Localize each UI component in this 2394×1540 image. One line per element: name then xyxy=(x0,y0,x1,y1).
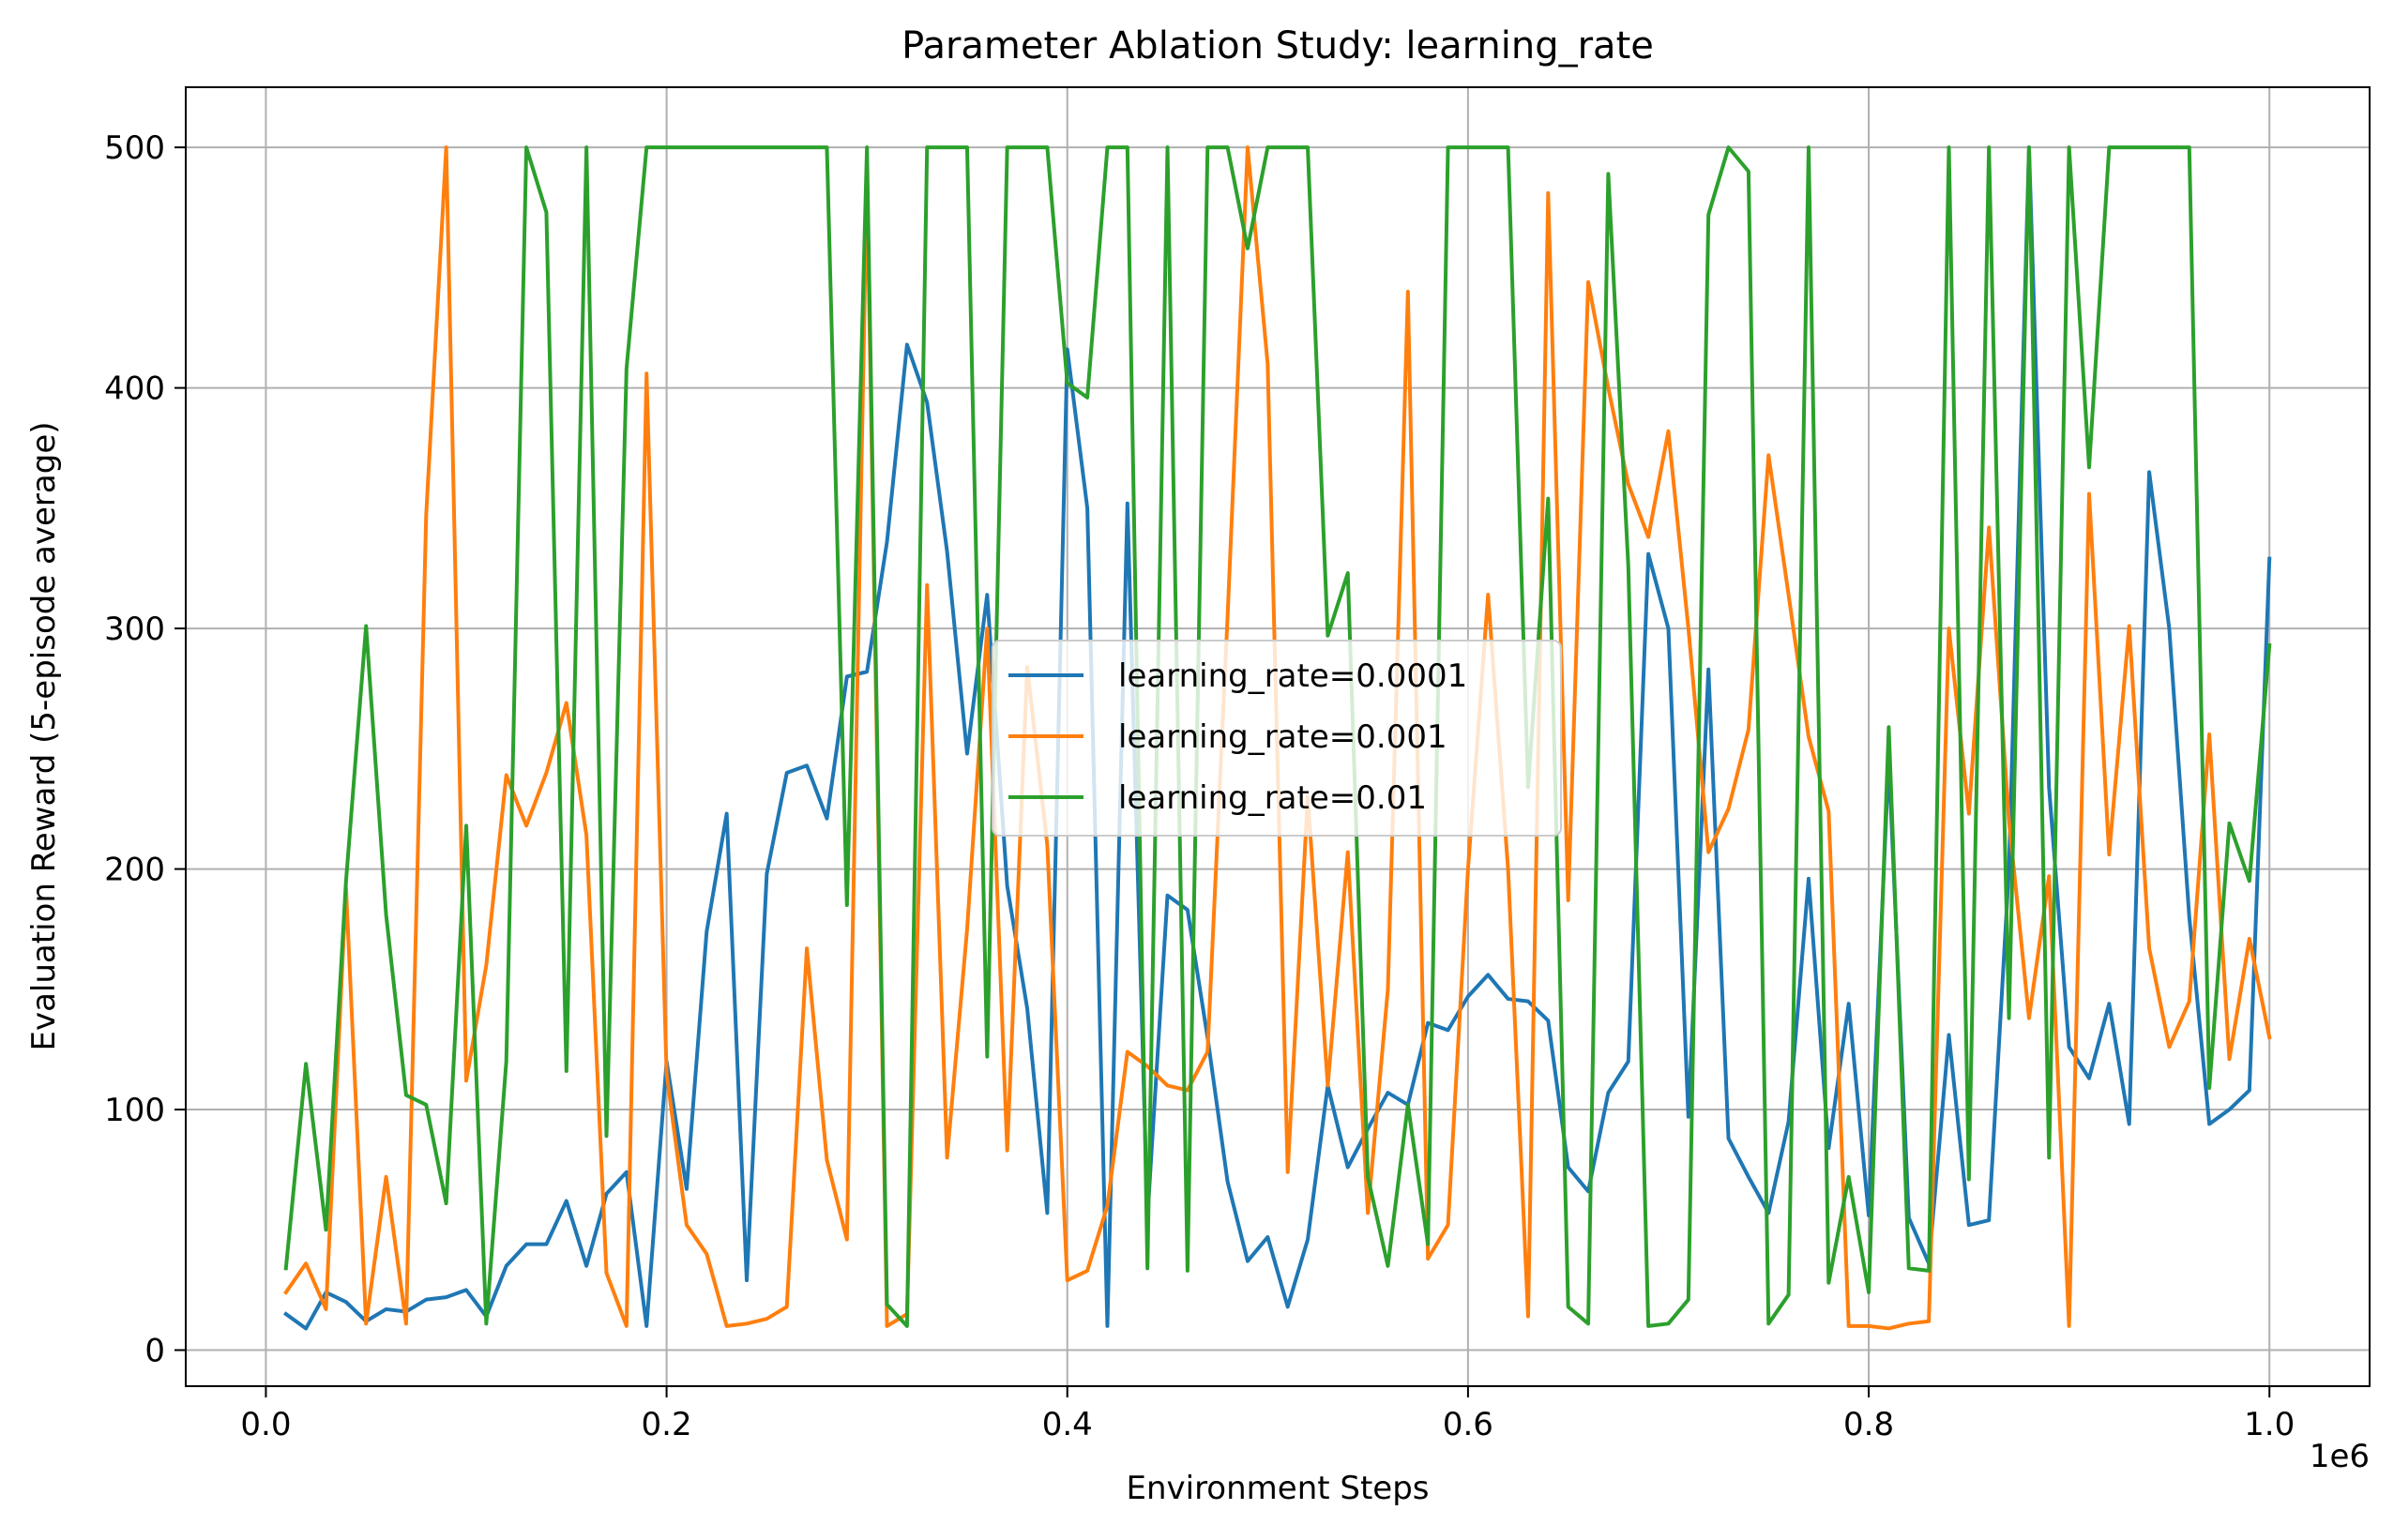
x-tick-label: 0.6 xyxy=(1443,1406,1493,1443)
x-tick-label: 0.4 xyxy=(1042,1406,1093,1443)
series-line xyxy=(282,145,2272,1331)
y-tick-label: 100 xyxy=(104,1092,165,1129)
axis-ticks: 0.0 0.2 0.4 0.6 0.8 1.0 0 100 200 300 400 500 xyxy=(104,129,2295,1443)
legend: learning_rate=0.0001 learning_rate=0.001l… xyxy=(992,640,1562,837)
legend-entry-label: learning_rate=0.0001 xyxy=(1118,657,1467,695)
legend-entry-label: learning_rate=0.001 xyxy=(1118,718,1447,756)
y-tick-label: 0 xyxy=(144,1333,165,1370)
y-tick-label: 200 xyxy=(104,852,165,889)
plot-frame xyxy=(185,86,2371,1387)
x-tick-label: 1.0 xyxy=(2244,1406,2295,1443)
legend-entry-label: learning_rate=0.01 xyxy=(1118,779,1427,817)
x-axis-offset-label: 1e6 xyxy=(2310,1438,2370,1475)
x-tick-label: 0.8 xyxy=(1843,1406,1894,1443)
y-tick-label: 400 xyxy=(104,370,165,408)
series-line xyxy=(283,145,2272,1328)
x-tick-label: 0.2 xyxy=(642,1406,692,1443)
y-tick-label: 300 xyxy=(104,611,165,648)
legend-frame xyxy=(992,640,1562,837)
y-axis-label: Evaluation Reward (5-episode average) xyxy=(25,421,63,1050)
x-axis-label: Environment Steps xyxy=(1126,1470,1429,1507)
y-tick-label: 500 xyxy=(104,129,165,167)
x-tick-label: 0.0 xyxy=(240,1406,291,1443)
chart-title: Parameter Ablation Study: learning_rate xyxy=(902,24,1654,68)
